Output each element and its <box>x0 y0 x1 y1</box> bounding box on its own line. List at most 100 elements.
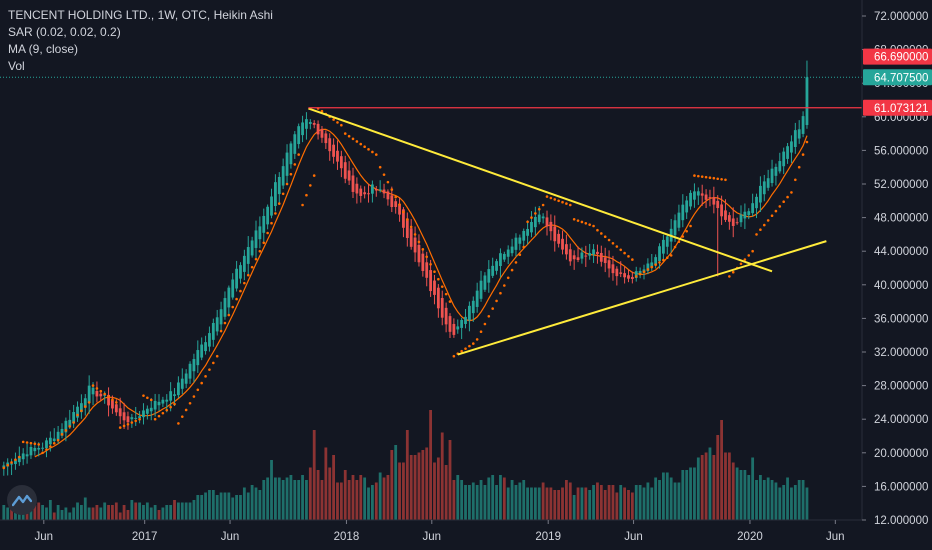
sar-dot <box>487 315 491 318</box>
candle <box>572 250 576 270</box>
volume-bar <box>506 487 510 520</box>
sar-dot <box>611 241 615 245</box>
trendline[interactable] <box>308 107 773 273</box>
volume-bar <box>347 480 351 520</box>
sar-dot <box>277 202 281 205</box>
candle <box>10 458 13 476</box>
candle <box>208 326 211 352</box>
candle <box>568 243 572 266</box>
sar-dot <box>398 203 401 206</box>
sar-dot <box>693 174 696 177</box>
sar-dot <box>351 137 355 141</box>
svg-text:66.690000: 66.690000 <box>874 52 928 64</box>
symbol-title[interactable]: TENCENT HOLDING LTD., 1W, OTC, Heikin As… <box>8 8 273 22</box>
candle <box>382 183 386 199</box>
svg-text:12.000000: 12.000000 <box>874 515 928 527</box>
sar-dot <box>801 153 805 156</box>
volume-bar <box>200 495 204 520</box>
volume-bar <box>122 505 126 520</box>
time-axis[interactable]: Jun 2017 Jun 2018 Jun 2019 Jun 2020 Jun <box>0 519 862 543</box>
sar-dot <box>254 257 258 261</box>
sar-dot <box>627 255 630 258</box>
volume-bar <box>599 485 603 520</box>
sar-dot <box>464 347 467 350</box>
volume-bar <box>231 497 235 520</box>
trendline[interactable] <box>457 240 827 356</box>
sar-dot <box>440 285 444 288</box>
candle <box>627 269 630 283</box>
candle <box>619 261 623 278</box>
sar-dot <box>91 384 95 387</box>
tradingview-logo-icon[interactable] <box>7 485 37 515</box>
volume-bar <box>425 447 429 520</box>
volume-bar <box>68 512 72 520</box>
candle <box>708 189 712 207</box>
sar-dot <box>433 270 436 274</box>
candle <box>107 387 110 417</box>
sar-dot <box>615 245 619 248</box>
candle <box>421 248 425 277</box>
x-tick: 2020 <box>737 520 763 543</box>
svg-text:2018: 2018 <box>334 531 360 543</box>
sar-dot <box>343 132 347 135</box>
candle <box>367 183 370 203</box>
svg-text:Jun: Jun <box>423 531 442 543</box>
sar-dot <box>545 195 549 198</box>
sar-dot <box>14 458 17 462</box>
candle <box>580 247 584 264</box>
volume-bar <box>324 447 328 520</box>
sar-dot <box>219 329 223 333</box>
candle <box>623 266 626 284</box>
volume-bar <box>254 487 258 520</box>
ma-indicator-label[interactable]: MA (9, close) <box>8 42 79 56</box>
volume-bar <box>6 507 10 520</box>
volume-bar <box>805 487 809 520</box>
candle <box>522 228 526 248</box>
candle <box>14 452 17 470</box>
candle <box>471 296 475 322</box>
sar-dot <box>506 276 510 280</box>
candle <box>118 397 122 425</box>
svg-text:61.073121: 61.073121 <box>874 103 928 115</box>
sar-dot <box>786 195 789 199</box>
sar-dot <box>580 220 584 224</box>
candle <box>491 257 495 279</box>
sar-dot <box>650 265 654 269</box>
volume-bar <box>14 510 17 520</box>
volume-bar <box>611 485 615 520</box>
volume-bar <box>607 485 611 520</box>
volume-bar <box>518 482 522 520</box>
candle <box>301 115 304 143</box>
volume-bar <box>142 505 145 520</box>
volume-bar <box>576 487 580 520</box>
sar-dot <box>568 203 572 207</box>
volume-bar <box>277 477 281 520</box>
volume-bar <box>654 477 658 520</box>
sar-dot <box>731 270 735 274</box>
sar-dot <box>2 466 6 470</box>
candle <box>258 216 262 249</box>
volume-bar <box>270 460 273 520</box>
volume-indicator-label[interactable]: Vol <box>8 59 25 73</box>
sar-dot <box>250 265 254 269</box>
candle <box>654 254 658 269</box>
volume-bar <box>572 495 576 520</box>
sar-dot <box>281 192 285 196</box>
volume-bar <box>130 500 134 520</box>
sar-indicator-label[interactable]: SAR (0.02, 0.02, 0.2) <box>8 25 121 39</box>
volume-bar <box>48 500 52 520</box>
sar-dot <box>107 395 110 399</box>
volume-bar <box>165 505 169 520</box>
volume-bar <box>541 482 545 520</box>
sar-dot <box>204 375 207 378</box>
svg-text:16.000000: 16.000000 <box>874 481 928 493</box>
volume-bar <box>638 485 642 520</box>
volume-bar <box>91 507 95 520</box>
candle <box>751 193 755 217</box>
candle <box>87 375 91 414</box>
volume-bar <box>56 505 60 520</box>
sar-dot <box>646 268 650 271</box>
candle <box>297 123 301 149</box>
volume-bar <box>95 505 99 520</box>
